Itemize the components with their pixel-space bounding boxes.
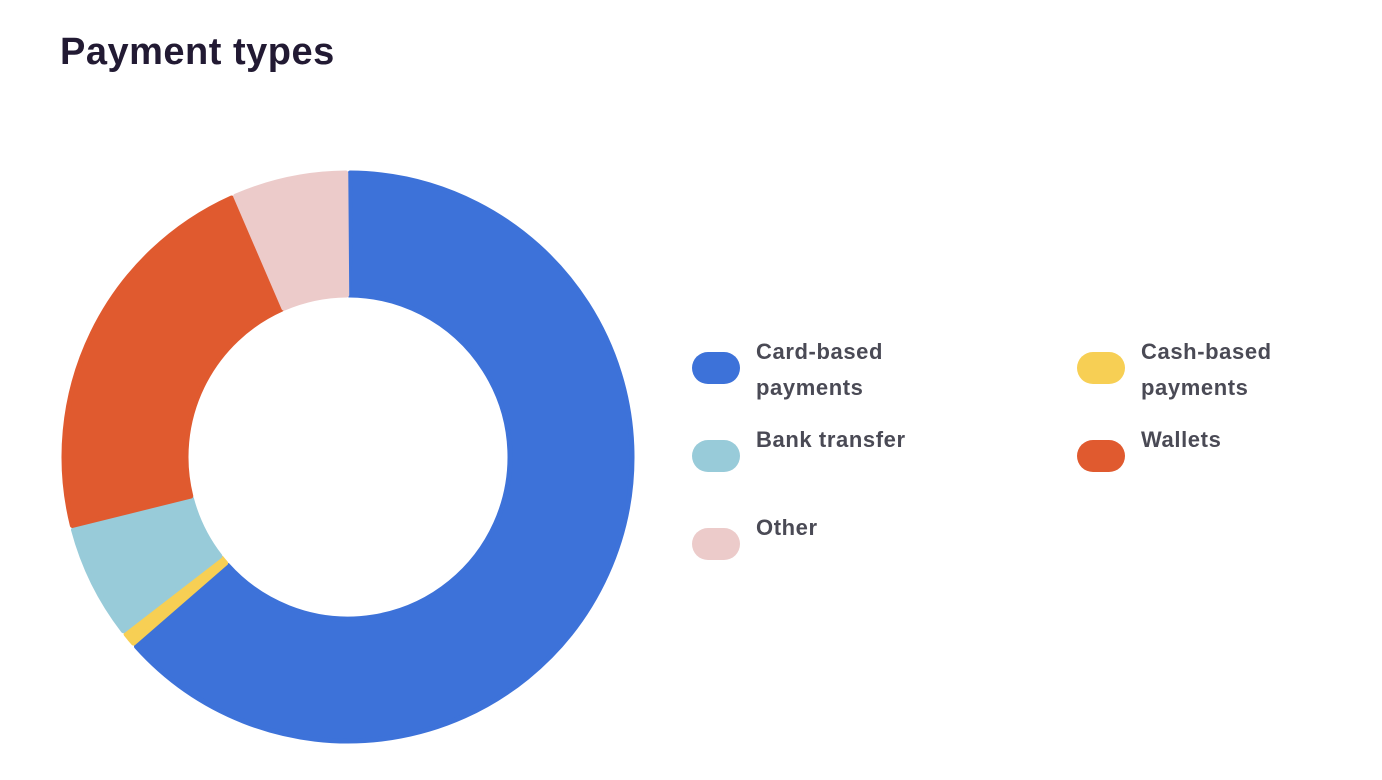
- donut-slice-wallets[interactable]: [61, 195, 285, 528]
- legend-item-other: Other: [692, 508, 1077, 584]
- donut-slice-bank-transfer[interactable]: [70, 496, 223, 634]
- donut-slice-cash-based-payments[interactable]: [123, 555, 229, 646]
- legend-label-other: Other: [756, 515, 818, 540]
- legend-item-cash-based: Cash-based payments: [1077, 332, 1352, 408]
- donut-slice-card-based-payments[interactable]: [133, 170, 635, 744]
- legend-label-bank-transfer: Bank transfer: [756, 427, 906, 452]
- legend-swatch-card-based: [692, 352, 740, 384]
- legend-swatch-cash-based: [1077, 352, 1125, 384]
- legend-item-wallets: Wallets: [1077, 420, 1352, 496]
- page-title: Payment types: [60, 31, 335, 73]
- legend-swatch-bank-transfer: [692, 440, 740, 472]
- chart-legend: Card-based payments Cash-based payments …: [692, 332, 1352, 584]
- legend-item-bank-transfer: Bank transfer: [692, 420, 1077, 496]
- legend-label-wallets: Wallets: [1141, 427, 1222, 452]
- legend-swatch-other: [692, 528, 740, 560]
- legend-item-card-based: Card-based payments: [692, 332, 1077, 408]
- legend-label-card-based: Card-based payments: [756, 339, 884, 400]
- donut-chart: [61, 170, 635, 744]
- legend-label-cash-based: Cash-based payments: [1141, 339, 1272, 400]
- donut-slice-other[interactable]: [233, 170, 350, 311]
- legend-swatch-wallets: [1077, 440, 1125, 472]
